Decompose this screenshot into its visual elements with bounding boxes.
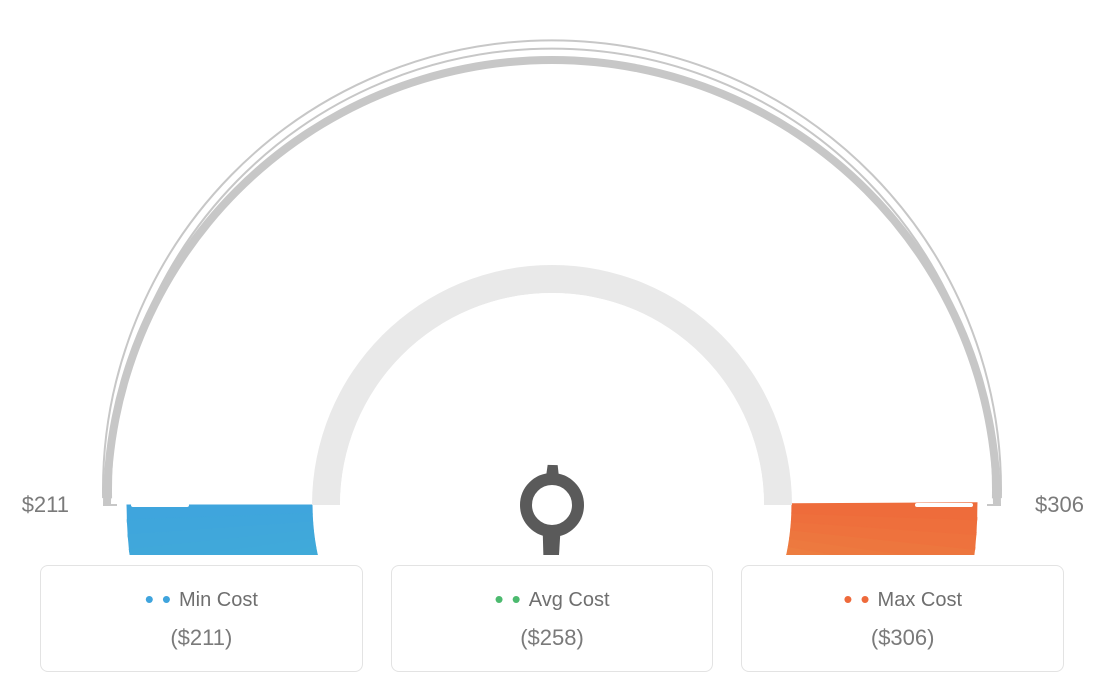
cost-gauge: $211$223$235$258$274$290$306 <box>0 0 1104 555</box>
legend-card-max: •Max Cost ($306) <box>741 565 1064 672</box>
legend-row: •Min Cost ($211) •Avg Cost ($258) •Max C… <box>0 565 1104 672</box>
legend-value-max: ($306) <box>752 625 1053 651</box>
legend-title-max: •Max Cost <box>752 584 1053 615</box>
svg-text:$211: $211 <box>22 492 69 517</box>
gauge-svg: $211$223$235$258$274$290$306 <box>0 0 1104 555</box>
legend-title-avg: •Avg Cost <box>402 584 703 615</box>
legend-title-min: •Min Cost <box>51 584 352 615</box>
svg-text:$306: $306 <box>1035 492 1084 517</box>
legend-card-avg: •Avg Cost ($258) <box>391 565 714 672</box>
legend-card-min: •Min Cost ($211) <box>40 565 363 672</box>
legend-value-min: ($211) <box>51 625 352 651</box>
legend-value-avg: ($258) <box>402 625 703 651</box>
